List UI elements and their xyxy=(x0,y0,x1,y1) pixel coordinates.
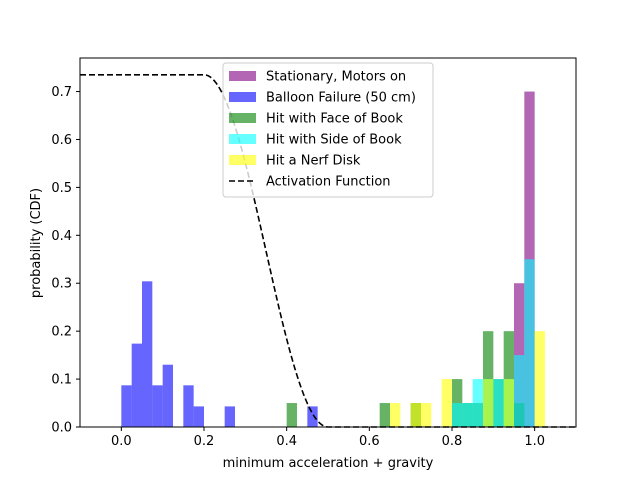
bar-hit-with-side-of-book xyxy=(514,355,525,427)
bar-hit-with-face-of-book xyxy=(452,379,463,427)
bar-hit-with-side-of-book xyxy=(452,403,463,427)
y-tick-label: 0.2 xyxy=(51,325,72,340)
bar-hit-a-nerf-disk xyxy=(503,379,514,427)
x-tick-label: 1.0 xyxy=(524,434,545,449)
x-tick-label: 0.8 xyxy=(442,434,463,449)
bar-hit-with-side-of-book xyxy=(493,379,504,427)
legend-swatch xyxy=(229,155,256,165)
legend-label: Activation Function xyxy=(266,175,391,190)
y-tick-label: 0.7 xyxy=(51,85,72,100)
bar-hit-a-nerf-disk xyxy=(483,379,494,427)
bar-balloon-failure-50-cm xyxy=(183,385,194,427)
bar-hit-with-face-of-book xyxy=(286,403,297,427)
legend-label: Balloon Failure (50 cm) xyxy=(266,91,416,106)
x-tick-label: 0.2 xyxy=(194,434,215,449)
legend-swatch xyxy=(229,113,256,123)
bar-hit-a-nerf-disk xyxy=(421,403,432,427)
bar-hit-with-side-of-book xyxy=(472,379,483,427)
bar-balloon-failure-50-cm xyxy=(193,406,204,427)
y-tick-label: 0.0 xyxy=(51,421,72,436)
legend-label: Hit with Face of Book xyxy=(266,112,403,127)
y-tick-label: 0.5 xyxy=(51,181,72,196)
bar-balloon-failure-50-cm xyxy=(162,364,173,427)
legend-swatch xyxy=(229,71,256,81)
bar-hit-with-side-of-book xyxy=(524,259,535,427)
y-axis-ticks: 0.0 0.1 0.2 0.3 0.4 0.5 0.6 0.7 xyxy=(51,85,80,436)
bar-balloon-failure-50-cm xyxy=(121,385,132,427)
legend-label: Hit with Side of Book xyxy=(266,133,402,148)
bar-balloon-failure-50-cm xyxy=(307,406,318,427)
bar-balloon-failure-50-cm xyxy=(224,406,235,427)
plot-frame xyxy=(79,57,577,428)
bar-hit-with-face-of-book xyxy=(379,403,390,427)
y-tick-label: 0.3 xyxy=(51,277,72,292)
y-tick-label: 0.6 xyxy=(51,133,72,148)
y-tick-label: 0.4 xyxy=(51,229,72,244)
legend-swatch xyxy=(229,134,256,144)
y-axis-label: probability (CDF) xyxy=(29,188,44,298)
bar-hit-with-side-of-book xyxy=(462,403,473,427)
bar-hit-a-nerf-disk xyxy=(390,403,401,427)
bar-hit-a-nerf-disk xyxy=(441,379,452,427)
bars-layer xyxy=(121,91,545,427)
x-tick-label: 0.0 xyxy=(111,434,132,449)
bar-balloon-failure-50-cm xyxy=(142,281,153,427)
legend-box xyxy=(222,62,434,198)
legend: Stationary, Motors on Balloon Failure (50… xyxy=(222,62,434,198)
bar-hit-a-nerf-disk xyxy=(410,403,421,427)
bar-hit-a-nerf-disk xyxy=(534,331,545,427)
bar-stationary-motors-on xyxy=(524,91,535,427)
bar-balloon-failure-50-cm xyxy=(131,343,142,427)
x-tick-label: 0.4 xyxy=(276,434,297,449)
bar-balloon-failure-50-cm xyxy=(152,385,163,427)
legend-swatch xyxy=(229,92,256,102)
x-axis-label: minimum acceleration + gravity xyxy=(223,456,434,471)
legend-label: Stationary, Motors on xyxy=(266,70,406,85)
x-tick-label: 0.6 xyxy=(359,434,380,449)
x-axis-ticks: 0.0 0.2 0.4 0.6 0.8 1.0 xyxy=(111,427,545,449)
y-tick-label: 0.1 xyxy=(51,373,72,388)
legend-label: Hit a Nerf Disk xyxy=(266,154,361,169)
